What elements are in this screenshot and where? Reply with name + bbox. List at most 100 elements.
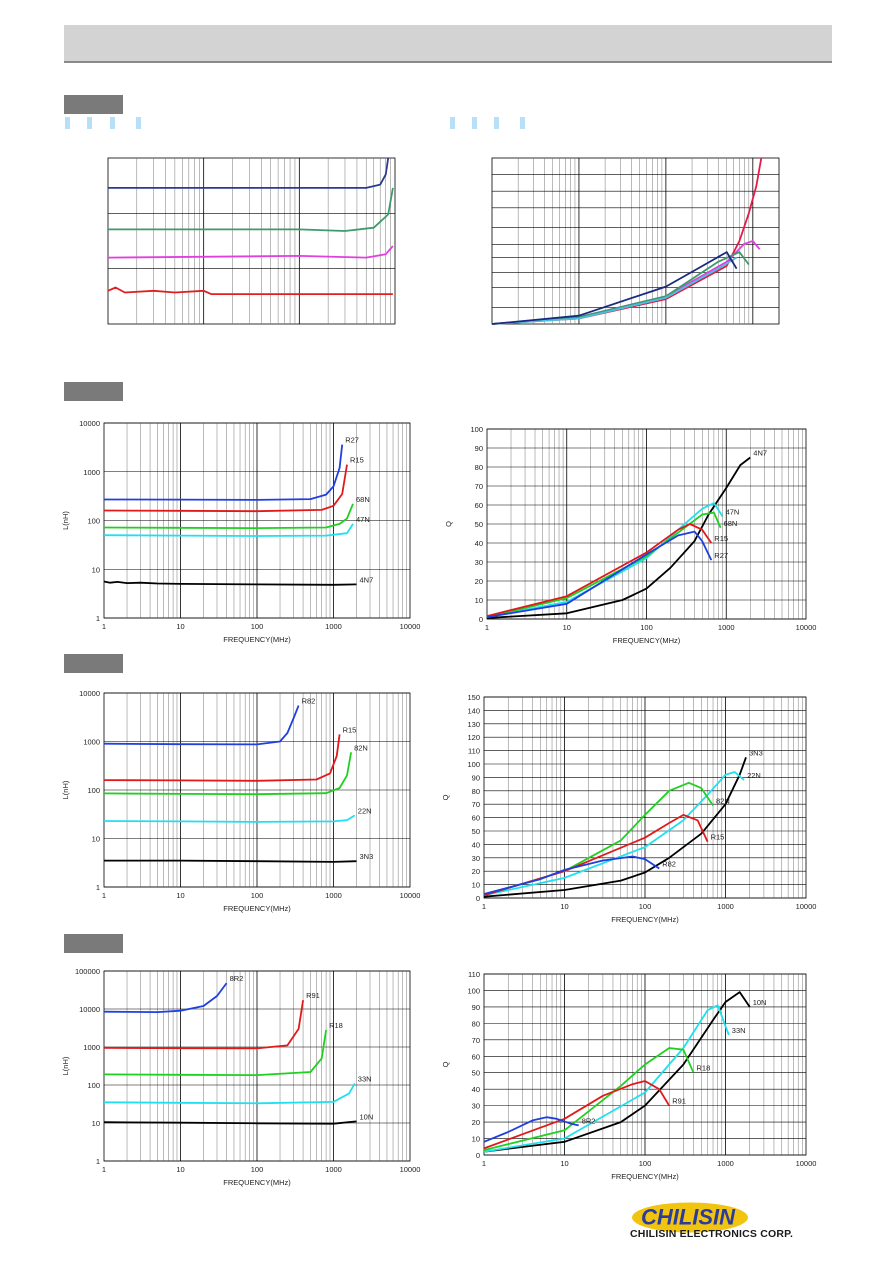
- series-line-68N: [103, 503, 354, 529]
- legend-marker: [520, 117, 525, 129]
- series-label: 8R2: [582, 1116, 596, 1125]
- y-tick-label: 1000: [83, 1043, 100, 1052]
- series-label: R27: [714, 551, 728, 560]
- y-tick-label: 1000: [83, 738, 100, 747]
- series-label: 10N: [360, 1112, 374, 1121]
- y-axis-label: Q: [441, 1061, 450, 1067]
- x-tick-label: 10: [560, 902, 568, 911]
- series-line-R91: [483, 1080, 670, 1150]
- y-tick-label: 10000: [79, 689, 100, 698]
- y-tick-label: 10: [472, 1135, 480, 1144]
- series-label: R91: [306, 991, 320, 1000]
- x-tick-label: 1000: [325, 891, 342, 900]
- series-label: 10N: [753, 998, 767, 1007]
- y-axis-label: Q: [444, 521, 453, 527]
- series-label: R15: [714, 534, 728, 543]
- section-tag: [64, 654, 123, 673]
- series-line-unnamed: [491, 251, 738, 325]
- y-tick-label: 100: [470, 425, 483, 434]
- y-tick-label: 70: [472, 1036, 480, 1045]
- series-line-3N3: [483, 756, 747, 898]
- y-tick-label: 1000: [83, 468, 100, 477]
- y-tick-label: 50: [472, 1069, 480, 1078]
- series-line-4N7: [103, 580, 357, 586]
- series-line-R91: [103, 1000, 304, 1050]
- series-line-33N: [103, 1082, 356, 1105]
- x-axis-label: FREQUENCY(MHz): [223, 635, 291, 644]
- x-axis-label: FREQUENCY(MHz): [223, 904, 291, 913]
- y-tick-label: 20: [475, 577, 483, 586]
- plot-frame: [107, 157, 396, 325]
- series-line-R82: [483, 855, 660, 895]
- series-label: R91: [672, 1097, 686, 1106]
- y-tick-label: 30: [472, 1102, 480, 1111]
- section-tag: [64, 934, 123, 953]
- x-tick-label: 10000: [400, 622, 421, 631]
- y-tick-label: 100: [87, 1081, 100, 1090]
- series-line-R15: [103, 734, 341, 782]
- series-label: 47N: [726, 507, 740, 516]
- y-tick-label: 40: [472, 840, 480, 849]
- x-tick-label: 100: [251, 891, 264, 900]
- series-label: R18: [697, 1064, 711, 1073]
- x-tick-label: 10: [560, 1159, 568, 1168]
- x-tick-label: 100: [251, 1165, 264, 1174]
- series-line-47N: [103, 523, 354, 537]
- y-tick-label: 70: [472, 800, 480, 809]
- series-label: 33N: [358, 1074, 372, 1083]
- series-line-82N: [483, 781, 714, 897]
- series-line-unnamed: [108, 157, 390, 189]
- y-tick-label: 50: [475, 520, 483, 529]
- series-line-10N: [483, 991, 751, 1153]
- logo-text: CHILISIN: [641, 1205, 736, 1230]
- header-bar: [64, 25, 832, 63]
- series-label: 33N: [732, 1026, 746, 1035]
- x-tick-label: 1: [482, 1159, 486, 1168]
- x-tick-label: 10: [176, 622, 184, 631]
- y-axis-label: Q: [441, 794, 450, 800]
- series-line-3N3: [104, 859, 357, 863]
- chilisin-logo: CHILISIN: [632, 1202, 748, 1233]
- x-tick-label: 10000: [400, 891, 421, 900]
- y-tick-label: 40: [475, 539, 483, 548]
- series-line-82N: [103, 752, 352, 796]
- series-line-unnamed: [491, 256, 738, 325]
- x-tick-label: 1000: [717, 902, 734, 911]
- x-tick-label: 1: [482, 902, 486, 911]
- x-tick-label: 1000: [717, 1159, 734, 1168]
- series-line-R82: [103, 705, 300, 746]
- y-tick-label: 10: [472, 881, 480, 890]
- y-tick-label: 50: [472, 827, 480, 836]
- y-tick-label: 100: [87, 517, 100, 526]
- y-tick-label: 150: [467, 693, 480, 702]
- y-tick-label: 10: [475, 596, 483, 605]
- y-tick-label: 20: [472, 1118, 480, 1127]
- series-line-unnamed: [107, 245, 394, 259]
- chart-c5: R82 R15 82N 22N 3N3 1 10 100 1000 10000 1 10 100 1000…: [61, 689, 420, 913]
- series-line-unnamed: [491, 251, 750, 325]
- y-tick-label: 0: [479, 615, 483, 624]
- series-label: R27: [345, 436, 359, 445]
- legend-marker: [65, 117, 70, 129]
- y-tick-label: 30: [472, 854, 480, 863]
- series-label: R18: [329, 1021, 343, 1030]
- y-tick-label: 70: [475, 482, 483, 491]
- series-label: 4N7: [753, 449, 767, 458]
- x-tick-label: 1: [102, 1165, 106, 1174]
- x-tick-label: 10000: [400, 1165, 421, 1174]
- chart-c1: [107, 157, 396, 325]
- x-tick-label: 100: [640, 623, 653, 632]
- y-axis-label: L(nH): [61, 780, 70, 799]
- series-label: 82N: [354, 743, 368, 752]
- series-line-R15: [103, 464, 348, 513]
- chart-c2: [491, 157, 780, 325]
- x-axis-label: FREQUENCY(MHz): [611, 915, 679, 924]
- legend-marker: [136, 117, 141, 129]
- y-tick-label: 10: [92, 835, 100, 844]
- x-tick-label: 1: [102, 891, 106, 900]
- series-label: 22N: [747, 771, 761, 780]
- series-line-R15: [483, 814, 709, 897]
- y-tick-label: 1: [96, 614, 100, 623]
